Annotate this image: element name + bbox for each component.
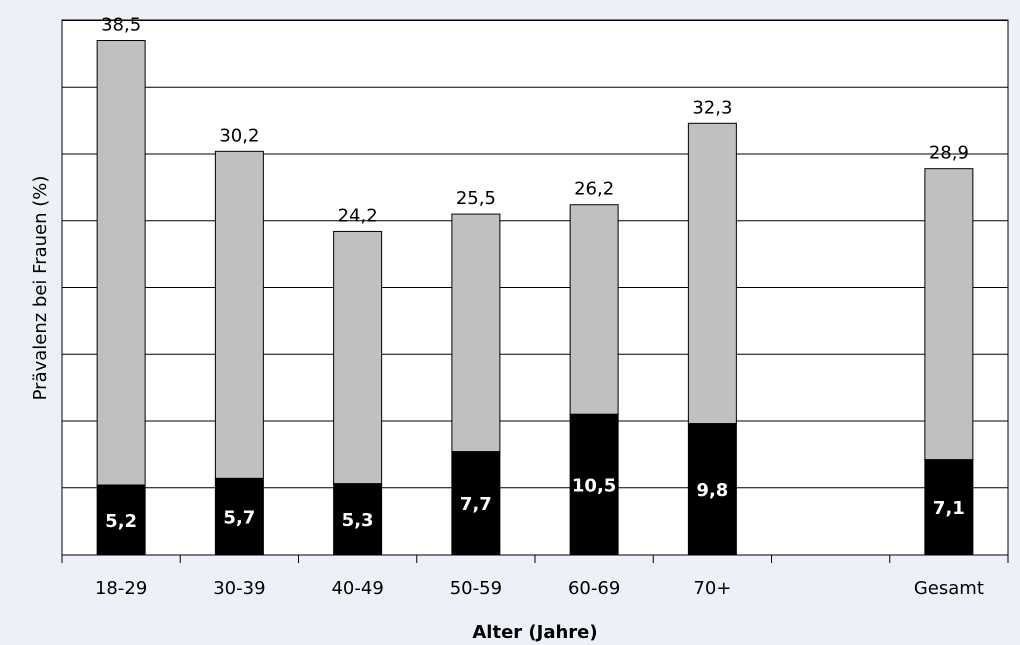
bar-upper-40-49 [333, 230, 383, 485]
bar-lower-30-39 [214, 477, 264, 555]
x-tick-label: 18-29 [95, 578, 147, 599]
bar-upper-30-39 [214, 150, 264, 479]
x-axis: 18-29 30-39 40-49 50-59 60-69 70+ Gesamt [61, 555, 1009, 599]
bar-lower-Gesamt [924, 459, 974, 555]
value-label-lower: 7,7 [460, 494, 492, 515]
bars [96, 40, 974, 556]
value-label-total: 32,3 [692, 97, 732, 118]
y-axis-title: Prävalenz bei Frauen (%) [30, 176, 51, 401]
x-tick-label: 60-69 [568, 578, 620, 599]
value-label-lower: 5,7 [223, 507, 255, 528]
value-label-lower: 5,2 [105, 511, 137, 532]
value-label-lower: 7,1 [933, 498, 965, 519]
data-labels: 5,2 38,5 5,7 30,2 5,3 24,2 7,7 25,5 10,5 26,2 9,8 3… [101, 15, 969, 532]
bar-upper-Gesamt [924, 168, 974, 461]
bar-lower-50-59 [451, 451, 501, 555]
x-tick-label: 50-59 [450, 578, 502, 599]
bar-upper-50-59 [451, 213, 501, 453]
value-label-lower: 10,5 [572, 475, 616, 496]
value-label-lower: 9,8 [696, 480, 728, 501]
value-label-total: 25,5 [456, 188, 496, 209]
value-label-total: 26,2 [574, 179, 614, 200]
bar-lower-60-69 [569, 413, 619, 556]
value-label-total: 30,2 [219, 125, 259, 146]
value-label-total: 24,2 [338, 205, 378, 226]
bar-lower-70+ [687, 423, 737, 556]
x-tick-label: 40-49 [331, 578, 383, 599]
value-label-total: 38,5 [101, 15, 141, 36]
x-tick-label: 30-39 [213, 578, 265, 599]
x-axis-title: Alter (Jahre) [472, 622, 597, 643]
bar-upper-18-29 [96, 40, 146, 486]
value-label-total: 28,9 [929, 143, 969, 164]
bar-upper-60-69 [569, 204, 619, 415]
x-tick-label: 70+ [693, 578, 731, 599]
bar-lower-40-49 [333, 483, 383, 555]
bar-upper-70+ [687, 122, 737, 425]
value-label-lower: 5,3 [342, 510, 374, 531]
x-tick-label: Gesamt [914, 578, 984, 599]
bar-lower-18-29 [96, 484, 146, 555]
